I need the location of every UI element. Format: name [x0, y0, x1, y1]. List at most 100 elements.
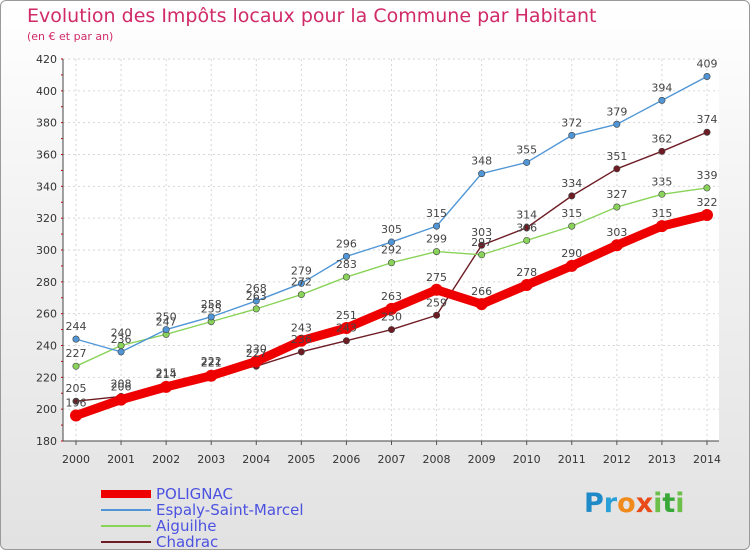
x-tick-label: 2002 [152, 453, 180, 466]
data-label-chadrac: 205 [66, 382, 87, 395]
data-point-espaly-saint-marcel [72, 335, 80, 343]
data-point-chadrac [658, 147, 666, 155]
data-label-polignac: 214 [156, 368, 177, 381]
data-point-espaly-saint-marcel [252, 297, 260, 305]
legend-swatch-aiguilhe [101, 525, 151, 527]
data-point-polignac [70, 409, 82, 422]
data-label-polignac: 278 [516, 266, 537, 279]
data-label-espaly-saint-marcel: 394 [651, 81, 672, 94]
data-point-aiguilhe [523, 236, 531, 244]
data-point-polignac [475, 298, 488, 311]
logo-letter: x [635, 488, 654, 519]
y-tick-label: 260 [36, 308, 57, 321]
data-label-aiguilhe: 272 [291, 276, 312, 289]
data-label-aiguilhe: 227 [66, 347, 87, 360]
data-label-chadrac: 243 [336, 322, 357, 335]
data-point-chadrac [342, 337, 350, 345]
y-tick-label: 240 [36, 340, 57, 353]
data-point-polignac [385, 302, 398, 315]
data-point-espaly-saint-marcel [658, 96, 666, 104]
data-point-polignac [565, 259, 578, 272]
data-point-espaly-saint-marcel [207, 313, 215, 321]
data-label-chadrac: 362 [651, 132, 672, 145]
data-label-polignac: 196 [66, 397, 87, 410]
data-label-aiguilhe: 292 [381, 244, 402, 257]
data-point-espaly-saint-marcel [433, 222, 441, 230]
data-label-polignac: 221 [201, 357, 222, 370]
y-tick-label: 340 [36, 180, 57, 193]
data-label-polignac: 266 [471, 285, 492, 298]
data-point-polignac [655, 220, 668, 233]
data-point-chadrac [568, 192, 576, 200]
data-point-polignac [700, 208, 713, 221]
legend-swatch-espaly-saint-marcel [101, 509, 151, 511]
data-point-chadrac [387, 326, 395, 334]
data-label-aiguilhe: 335 [651, 175, 672, 188]
y-tick-label: 180 [36, 435, 57, 448]
data-label-aiguilhe: 240 [111, 327, 132, 340]
data-point-espaly-saint-marcel [703, 73, 711, 81]
data-point-espaly-saint-marcel [387, 238, 395, 246]
data-label-espaly-saint-marcel: 348 [471, 155, 492, 168]
data-label-polignac: 290 [561, 247, 582, 260]
data-point-aiguilhe [342, 273, 350, 281]
data-label-chadrac: 222 [201, 355, 222, 368]
data-point-espaly-saint-marcel [478, 170, 486, 178]
data-point-espaly-saint-marcel [523, 158, 531, 166]
data-point-aiguilhe [387, 259, 395, 267]
data-label-polignac: 263 [381, 290, 402, 303]
x-tick-label: 2013 [648, 453, 676, 466]
data-label-polignac: 230 [246, 342, 267, 355]
x-tick-label: 2001 [107, 453, 135, 466]
logo-letter: P [584, 488, 604, 519]
y-tick-label: 200 [36, 403, 57, 416]
legend-label-aiguilhe: Aiguilhe [156, 517, 217, 535]
data-point-polignac [430, 283, 443, 296]
data-point-chadrac [523, 224, 531, 232]
data-point-polignac [115, 393, 128, 406]
logo-letter: r [603, 488, 618, 519]
x-tick-label: 2009 [468, 453, 496, 466]
data-label-aiguilhe: 263 [246, 290, 267, 303]
data-label-espaly-saint-marcel: 379 [606, 105, 627, 118]
y-tick-label: 320 [36, 212, 57, 225]
data-point-aiguilhe [658, 190, 666, 198]
data-point-polignac [610, 239, 623, 252]
data-point-polignac [160, 380, 173, 393]
data-label-aiguilhe: 315 [561, 207, 582, 220]
logo-letter: o [617, 488, 636, 519]
data-point-chadrac [297, 348, 305, 356]
data-point-chadrac [613, 165, 621, 173]
data-point-aiguilhe [613, 203, 621, 211]
data-label-chadrac: 215 [156, 366, 177, 379]
data-label-espaly-saint-marcel: 305 [381, 223, 402, 236]
data-label-chadrac: 314 [516, 209, 537, 222]
chart-subtitle: (en € et par an) [27, 30, 114, 43]
data-point-aiguilhe [252, 305, 260, 313]
data-point-chadrac [478, 241, 486, 249]
x-tick-label: 2004 [242, 453, 270, 466]
data-label-chadrac: 236 [291, 333, 312, 346]
data-point-aiguilhe [478, 251, 486, 259]
data-label-espaly-saint-marcel: 244 [66, 320, 87, 333]
data-point-aiguilhe [703, 184, 711, 192]
data-point-espaly-saint-marcel [342, 252, 350, 260]
data-label-espaly-saint-marcel: 409 [696, 58, 717, 71]
data-point-polignac [205, 369, 218, 382]
x-tick-label: 2006 [332, 453, 360, 466]
data-label-polignac: 315 [651, 207, 672, 220]
data-point-espaly-saint-marcel [162, 326, 170, 334]
x-tick-label: 2007 [377, 453, 405, 466]
y-tick-label: 220 [36, 371, 57, 384]
y-tick-label: 360 [36, 149, 57, 162]
data-point-espaly-saint-marcel [568, 131, 576, 139]
data-label-polignac: 243 [291, 322, 312, 335]
logo-letter: t [662, 488, 676, 519]
y-tick-label: 400 [36, 85, 57, 98]
y-tick-label: 380 [36, 117, 57, 130]
x-tick-label: 2011 [558, 453, 586, 466]
x-tick-label: 2008 [423, 453, 451, 466]
data-label-espaly-saint-marcel: 279 [291, 264, 312, 277]
x-tick-label: 2014 [693, 453, 721, 466]
